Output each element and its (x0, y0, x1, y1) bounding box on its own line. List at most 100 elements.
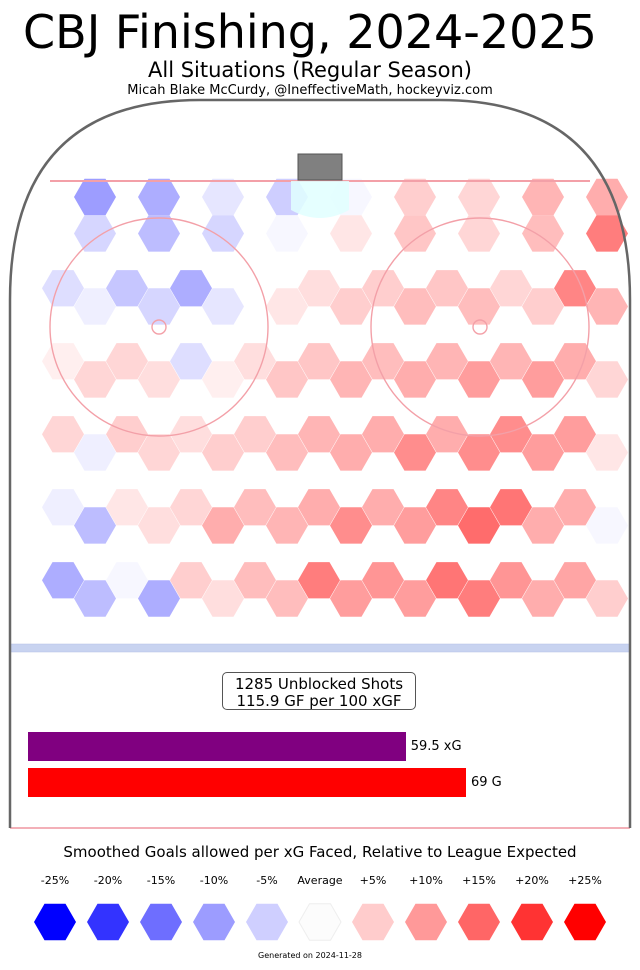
heat-hex (522, 361, 564, 398)
heat-hex (106, 452, 148, 489)
heat-hex (426, 270, 468, 307)
hex-layer (42, 178, 628, 635)
heat-hex (330, 507, 372, 544)
heat-hex (586, 507, 628, 544)
heat-hex (362, 379, 404, 416)
heat-hex (170, 525, 212, 562)
legend-swatch (87, 903, 129, 941)
heat-hex (362, 416, 404, 453)
heat-hex (138, 470, 180, 508)
heat-hex (490, 525, 532, 562)
heat-hex (522, 507, 564, 544)
heat-hex (42, 306, 84, 343)
legend-swatch (246, 903, 288, 941)
xg-bar (28, 732, 406, 761)
heat-hex (586, 178, 628, 216)
heat-hex (42, 598, 84, 635)
heat-hex (298, 525, 340, 562)
goals-bar (28, 768, 466, 797)
heat-hex (170, 562, 212, 599)
goals-per-xg: 115.9 GF per 100 xGF (236, 692, 402, 710)
heat-hex (490, 562, 532, 599)
heat-hex (458, 434, 500, 471)
legend-label: +20% (515, 874, 549, 887)
heat-hex (554, 562, 596, 599)
heat-hex (106, 562, 148, 599)
heat-hex (362, 306, 404, 343)
legend-item: +25% (555, 874, 615, 942)
heat-hex (458, 324, 500, 362)
heat-hex (298, 598, 340, 635)
xg-bar-label: 59.5 xG (410, 739, 462, 754)
shots-count: 1285 Unblocked Shots (234, 675, 404, 693)
heat-hex (298, 306, 340, 343)
heat-hex (266, 215, 308, 252)
heat-hex (106, 379, 148, 416)
heat-hex (586, 215, 628, 252)
heat-hex (522, 470, 564, 508)
heat-hex (458, 251, 500, 289)
heat-hex (458, 215, 500, 252)
legend-swatch (34, 903, 76, 941)
legend-hex (458, 903, 500, 941)
heat-hex (330, 215, 372, 252)
legend-hex (298, 903, 342, 941)
faceoff-circle-right (370, 217, 590, 437)
heat-hex (202, 434, 244, 471)
heat-hex (42, 270, 84, 307)
heat-hex (586, 434, 628, 471)
heat-hex (170, 452, 212, 489)
heat-hex (362, 525, 404, 562)
heat-hex (106, 306, 148, 343)
heat-hex (234, 270, 276, 307)
heat-hex (458, 543, 500, 581)
heat-hex (426, 416, 468, 453)
chart-title: CBJ Finishing, 2024-2025 (23, 5, 597, 59)
heat-hex (426, 452, 468, 489)
legend-swatch (140, 903, 182, 941)
heat-hex (106, 197, 148, 234)
heat-hex (458, 397, 500, 435)
heat-hex (74, 324, 116, 362)
heat-hex (266, 434, 308, 471)
heat-hex (586, 251, 628, 289)
legend-swatch (193, 903, 235, 941)
legend-hex (246, 903, 288, 941)
heat-hex (490, 197, 532, 234)
heat-hex (330, 361, 372, 398)
heat-hex (458, 178, 500, 216)
heat-hex (394, 215, 436, 252)
legend-item: +20% (502, 874, 562, 942)
heat-hex (554, 452, 596, 489)
rink-heatmap (8, 98, 632, 829)
heat-hex (586, 397, 628, 435)
heat-hex (426, 525, 468, 562)
heat-hex (298, 379, 340, 416)
heat-hex (42, 562, 84, 599)
heat-hex (490, 416, 532, 453)
legend-label: +10% (409, 874, 443, 887)
heat-hex (74, 288, 116, 325)
legend-label: -25% (40, 874, 70, 887)
heat-hex (170, 306, 212, 343)
heat-hex (490, 489, 532, 526)
heat-hex (586, 361, 628, 398)
heat-hex (394, 324, 436, 362)
goal-net (297, 153, 343, 181)
heat-hex (234, 306, 276, 343)
heat-hex (330, 251, 372, 289)
heat-hex (554, 525, 596, 562)
heat-hex (394, 434, 436, 471)
heat-hex (266, 324, 308, 362)
heat-hex (394, 288, 436, 325)
heat-hex (202, 470, 244, 508)
heat-hex (426, 598, 468, 635)
legend-swatch (352, 903, 394, 941)
heat-hex (394, 361, 436, 398)
heat-hex (362, 452, 404, 489)
heat-hex (234, 598, 276, 635)
legend-label: Average (297, 874, 343, 887)
heat-hex (490, 306, 532, 343)
heat-hex (522, 215, 564, 252)
heat-hex (106, 525, 148, 562)
